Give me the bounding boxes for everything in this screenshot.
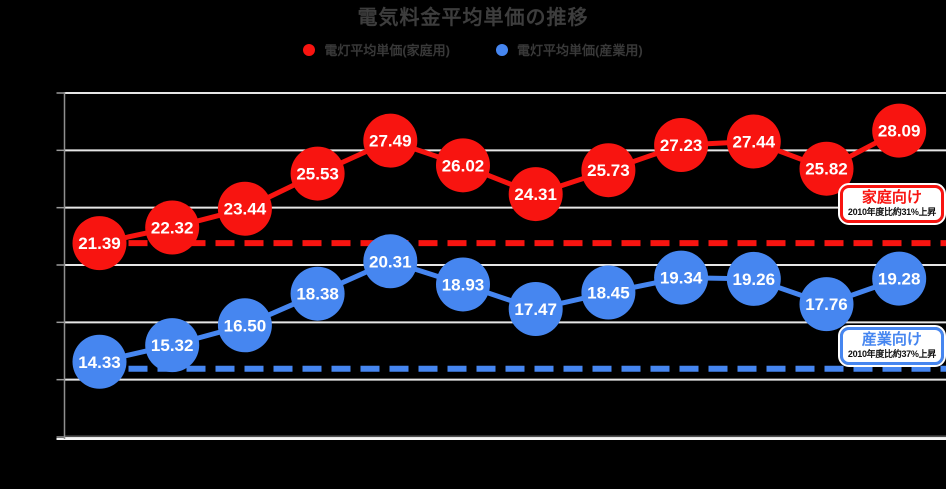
legend-label-industrial: 電灯平均単価(産業用) — [517, 43, 643, 58]
point-household-1 — [145, 200, 200, 255]
point-household-11 — [872, 103, 927, 158]
point-industrial-0 — [72, 334, 127, 389]
point-label-household-11: 28.09 — [878, 122, 921, 141]
point-industrial-3 — [290, 266, 345, 321]
point-label-industrial-10: 17.76 — [805, 295, 848, 314]
point-label-household-7: 25.73 — [587, 161, 630, 180]
point-label-household-8: 27.23 — [660, 136, 703, 155]
point-household-9 — [726, 114, 781, 169]
point-label-industrial-5: 18.93 — [442, 275, 485, 294]
point-label-household-2: 23.44 — [224, 200, 267, 219]
annotation-household-subtitle: 2010年度比約31%上昇 — [847, 207, 936, 217]
legend-marker-industrial-icon — [496, 43, 508, 56]
point-label-industrial-11: 19.28 — [878, 270, 921, 289]
point-label-industrial-7: 18.45 — [587, 284, 630, 303]
point-label-industrial-8: 19.34 — [660, 269, 703, 288]
point-household-10 — [799, 141, 854, 196]
point-label-household-5: 26.02 — [442, 156, 485, 175]
point-household-0 — [72, 216, 127, 271]
point-household-4 — [363, 113, 418, 168]
point-household-3 — [290, 146, 345, 201]
legend-item-household: 電灯平均単価(家庭用) — [303, 40, 450, 59]
point-label-industrial-3: 18.38 — [296, 285, 339, 304]
point-industrial-4 — [363, 234, 418, 289]
point-label-household-0: 21.39 — [78, 234, 121, 253]
point-industrial-10 — [799, 277, 854, 332]
point-label-household-4: 27.49 — [369, 132, 412, 151]
point-industrial-9 — [726, 251, 781, 306]
point-industrial-8 — [654, 250, 709, 305]
legend: 電灯平均単価(家庭用) 電灯平均単価(産業用) — [0, 40, 946, 59]
legend-item-industrial: 電灯平均単価(産業用) — [496, 40, 643, 59]
point-label-industrial-2: 16.50 — [224, 316, 267, 335]
chart-title: 電気料金平均単価の推移 — [357, 7, 589, 29]
point-industrial-5 — [436, 257, 490, 312]
legend-marker-household-icon — [303, 43, 316, 56]
point-household-2 — [217, 181, 272, 236]
point-label-industrial-0: 14.33 — [78, 353, 121, 372]
point-industrial-1 — [145, 318, 200, 373]
point-label-industrial-4: 20.31 — [369, 252, 412, 271]
point-industrial-6 — [508, 282, 563, 337]
point-label-industrial-9: 19.26 — [733, 270, 776, 289]
legend-label-household: 電灯平均単価(家庭用) — [324, 43, 450, 58]
annotation-industrial: 産業向け 2010年度比約37%上昇 — [837, 325, 946, 367]
point-label-household-1: 22.32 — [151, 219, 194, 238]
point-household-5 — [436, 138, 490, 193]
annotation-household: 家庭向け 2010年度比約31%上昇 — [837, 183, 946, 225]
point-label-household-6: 24.31 — [514, 185, 557, 204]
point-industrial-11 — [872, 251, 927, 306]
point-label-industrial-6: 17.47 — [514, 300, 557, 319]
point-household-6 — [508, 167, 563, 222]
point-household-7 — [581, 143, 636, 198]
annotation-household-title: 家庭向け — [861, 189, 922, 206]
point-industrial-7 — [581, 265, 636, 320]
annotation-industrial-title: 産業向け — [861, 331, 922, 348]
point-household-8 — [654, 118, 709, 173]
point-industrial-2 — [217, 298, 272, 353]
point-label-household-10: 25.82 — [805, 160, 848, 179]
annotation-industrial-subtitle: 2010年度比約37%上昇 — [847, 349, 936, 359]
point-label-household-9: 27.44 — [733, 133, 776, 152]
point-label-industrial-1: 15.32 — [151, 336, 194, 355]
point-label-household-3: 25.53 — [296, 165, 339, 184]
